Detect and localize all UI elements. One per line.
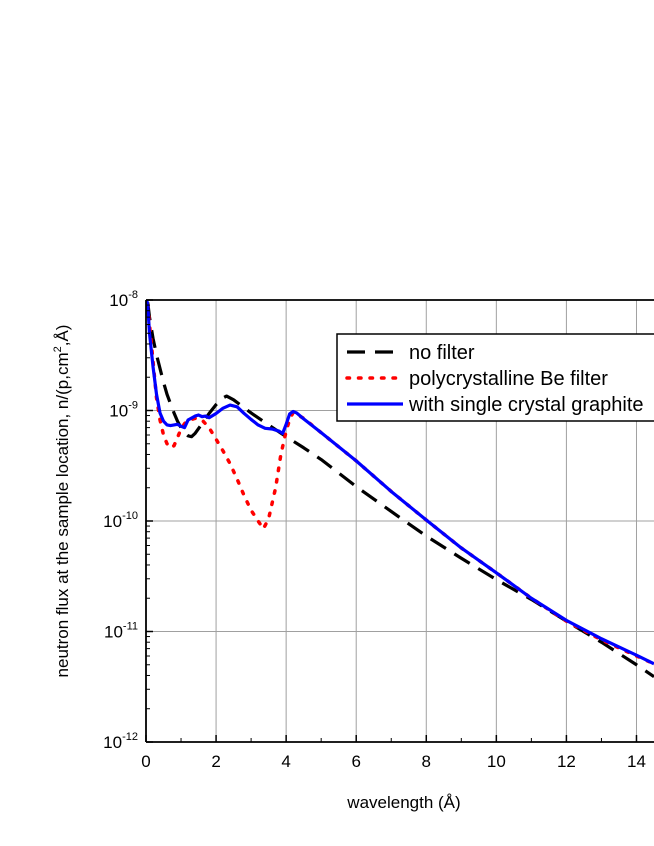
y-axis-title-main: neutron flux at the sample location, n/(… (53, 352, 72, 677)
y-tick-label: 10-11 (104, 621, 138, 642)
x-tick-label: 4 (281, 752, 290, 771)
legend: no filter polycrystalline Be filter with s… (336, 333, 654, 422)
y-axis-title-end: ,Å) (53, 325, 72, 347)
y-tick-label-base: 10 (103, 512, 122, 531)
series-line-2 (146, 303, 654, 666)
x-tick-label: 12 (557, 752, 576, 771)
y-tick-label-base: 10 (104, 623, 123, 642)
x-tick-label: 10 (487, 752, 506, 771)
x-tick-label: 14 (627, 752, 646, 771)
y-tick-label-exponent: -11 (123, 621, 138, 633)
y-axis-title: neutron flux at the sample location, n/(… (52, 325, 72, 678)
legend-label-1: no filter (409, 342, 475, 364)
y-tick-label: 10-12 (103, 731, 138, 752)
x-tick-label: 0 (141, 752, 150, 771)
series-line-1 (146, 302, 654, 679)
y-tick-label-exponent: -10 (122, 510, 138, 522)
series-line-3 (146, 299, 654, 666)
y-tick-label: 10-10 (103, 510, 138, 531)
legend-label-2: polycrystalline Be filter (409, 368, 608, 390)
y-tick-label: 10-9 (109, 400, 138, 421)
y-axis-title-superscript: 2 (52, 346, 64, 352)
legend-label-3: with single crystal graphite (408, 394, 644, 416)
y-tick-label-exponent: -9 (128, 400, 138, 412)
axes (145, 299, 654, 743)
y-tick-label-exponent: -8 (128, 289, 138, 301)
x-tick-label: 8 (422, 752, 431, 771)
legend-box (336, 333, 654, 422)
y-tick-label-exponent: -12 (122, 731, 138, 743)
y-tick-label: 10-8 (109, 289, 138, 310)
y-tick-label-base: 10 (109, 291, 128, 310)
series-layer (146, 299, 654, 679)
x-tick-label: 2 (211, 752, 220, 771)
x-axis-title: wavelength (Å) (346, 793, 460, 812)
y-tick-label-base: 10 (109, 402, 128, 421)
y-tick-label-base: 10 (103, 733, 122, 752)
x-tick-label: 6 (351, 752, 360, 771)
